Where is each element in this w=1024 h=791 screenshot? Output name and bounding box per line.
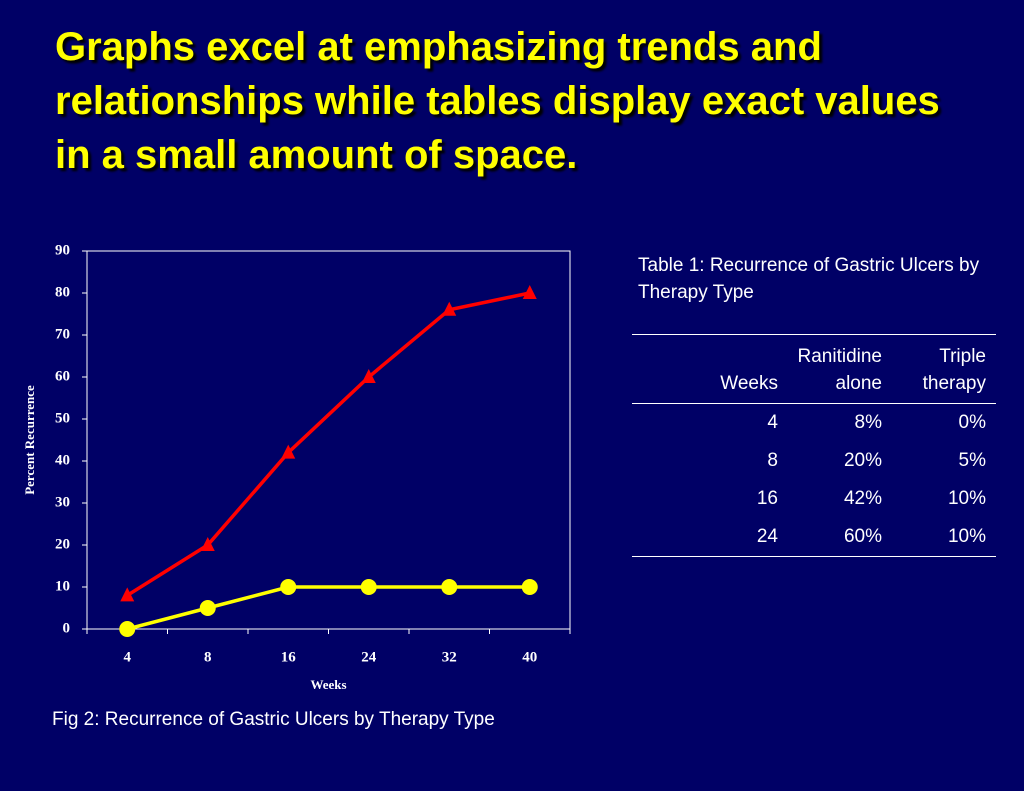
y-tick-label: 10 [55, 578, 70, 594]
x-tick-label: 24 [361, 649, 377, 665]
marker [200, 537, 215, 551]
table-cell: 10% [892, 518, 996, 557]
header-cell: Ranitidine alone [788, 334, 892, 404]
y-tick-label: 60 [55, 368, 70, 384]
slide-title: Graphs excel at emphasizing trends and r… [55, 25, 940, 177]
x-tick-label: 4 [124, 649, 132, 665]
y-tick-label: 70 [55, 326, 70, 342]
marker [441, 579, 458, 595]
header-cell: Triple therapy [892, 334, 996, 404]
x-tick-label: 32 [442, 649, 457, 665]
table-row: 8 20% 5% [632, 442, 996, 480]
data-table: Weeks Ranitidine alone Triple therapy 4 8% 0%… [632, 334, 996, 557]
marker [521, 579, 538, 595]
plot-area [86, 250, 571, 630]
marker [360, 579, 377, 595]
table-cell: 24 [632, 518, 788, 557]
y-tick-label: 50 [55, 410, 70, 426]
y-tick-label: 30 [55, 494, 70, 510]
table-row: 24 60% 10% [632, 518, 996, 557]
table-cell: 20% [843, 450, 882, 471]
figure-caption: Fig 2: Recurrence of Gastric Ulcers by T… [52, 709, 495, 730]
table-cell: 5% [958, 450, 986, 471]
marker [120, 587, 135, 602]
y-tick-label: 80 [55, 284, 70, 300]
table-caption: Table 1: Recurrence of Gastric Ulcers by… [638, 255, 980, 303]
marker [522, 285, 537, 299]
series-line [126, 291, 531, 597]
marker [119, 621, 136, 637]
table-row: 4 8% 0% [632, 404, 996, 443]
table-cell: 42% [843, 488, 882, 509]
y-axis-label: Percent Recurrence [22, 385, 37, 495]
x-tick-label: 16 [281, 649, 297, 665]
table-cell: 16 [756, 488, 778, 509]
table-cell: 8 [767, 450, 778, 471]
marker [442, 301, 457, 316]
x-axis-label: Weeks [310, 677, 346, 692]
table-row: 16 42% 10% [632, 480, 996, 518]
y-tick-label: 90 [55, 242, 70, 258]
series-line [126, 585, 530, 631]
x-tick-label: 40 [522, 649, 537, 665]
chart: 0 10 20 30 40 50 60 70 80 90 4 8 16 24 32 40 Weeks Percen… [22, 242, 571, 692]
table-cell: 4 [767, 412, 778, 433]
table-cell: 8% [854, 412, 882, 433]
y-tick-label: 40 [55, 452, 70, 468]
header-row: Weeks Ranitidine alone Triple therapy [632, 334, 996, 404]
marker [280, 579, 297, 595]
header-cell: Weeks [632, 334, 788, 404]
table-cell: 60% [788, 518, 892, 557]
y-tick-label: 20 [55, 536, 70, 552]
x-tick-label: 8 [204, 649, 212, 665]
marker [199, 600, 216, 616]
y-tick-label: 0 [63, 620, 71, 636]
marker [361, 369, 376, 383]
table-cell: 0% [958, 412, 986, 433]
marker [281, 444, 296, 459]
table-cell: 10% [947, 488, 986, 509]
